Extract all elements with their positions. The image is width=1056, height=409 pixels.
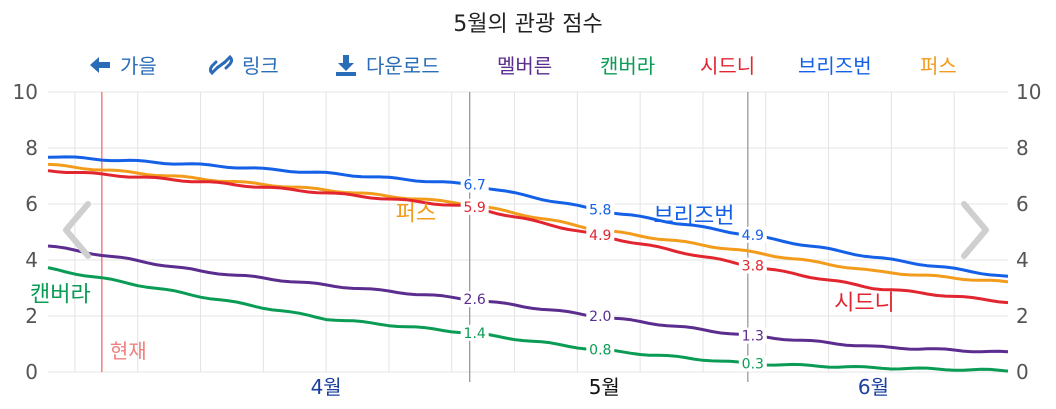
download-icon [336, 54, 356, 76]
legend-melbourne[interactable]: 멜버른 [497, 54, 553, 78]
data-label: 0.8 [589, 343, 611, 359]
inline-label-sydney: 시드니 [834, 291, 895, 316]
data-label-bg [738, 327, 767, 344]
x-month-label: 6월 [858, 375, 889, 399]
inline-label-perth: 퍼스 [396, 201, 436, 226]
prev-button[interactable] [58, 200, 98, 260]
x-month-label: 5월 [589, 375, 620, 399]
data-label-bg [460, 324, 489, 341]
legend-sydney[interactable]: 시드니 [700, 54, 756, 78]
y-tick-label-left: 2 [25, 304, 38, 328]
chart-toolbar: 가을 링크 다운로드 멜버른 캔버라 시드니 브리즈번 퍼스 [0, 50, 1056, 82]
data-label-bg [738, 257, 767, 274]
arrow-left-icon [90, 56, 110, 73]
chart-title: 5월의 관광 점수 [453, 12, 603, 37]
data-label: 1.4 [464, 326, 486, 342]
data-label-bg [586, 226, 615, 243]
y-tick-label-left: 8 [25, 136, 38, 160]
current-date-label: 현재 [110, 339, 147, 363]
data-label-bg [460, 176, 489, 193]
y-tick-label-right: 0 [1016, 360, 1029, 384]
data-label-bg [460, 291, 489, 308]
link-icon [209, 54, 233, 75]
legend-canberra[interactable]: 캔버라 [600, 54, 656, 78]
link-label: 링크 [242, 54, 279, 78]
chevron-right-icon [961, 201, 989, 259]
series-line-perth [47, 162, 1009, 284]
y-tick-label-right: 4 [1016, 248, 1029, 272]
y-tick-label-right: 2 [1016, 304, 1029, 328]
download-button[interactable]: 다운로드 [334, 50, 440, 79]
y-tick-label-left: 4 [25, 248, 38, 272]
data-label-bg [586, 308, 615, 324]
data-label: 1.3 [742, 329, 764, 345]
y-tick-label-left: 6 [25, 192, 38, 216]
legend-brisbane[interactable]: 브리즈번 [798, 54, 872, 78]
data-label: 5.9 [464, 200, 486, 216]
data-label: 4.9 [742, 228, 764, 244]
data-label: 3.8 [742, 259, 764, 275]
data-label-bg [738, 226, 767, 243]
data-label-bg [738, 355, 767, 372]
chevron-left-icon [63, 201, 91, 259]
legend-perth[interactable]: 퍼스 [920, 54, 957, 78]
x-month-label: 4월 [311, 375, 342, 399]
data-label-bg [586, 201, 615, 218]
series-line-brisbane [47, 155, 1009, 278]
y-tick-label-left: 0 [25, 360, 38, 384]
data-label-bg [586, 341, 615, 358]
y-tick-label-right: 8 [1016, 136, 1029, 160]
data-label-bg [460, 198, 489, 215]
y-tick-label-right: 10 [1016, 80, 1041, 104]
series-line-canberra [47, 266, 1009, 373]
series-line-sydney [47, 169, 1009, 305]
back-button[interactable]: 가을 [88, 50, 157, 79]
series-line-melbourne [47, 244, 1009, 354]
inline-label-brisbane: 브리즈번 [653, 204, 734, 229]
y-tick-label-right: 6 [1016, 192, 1029, 216]
data-label: 2.6 [464, 292, 486, 308]
data-label: 4.9 [589, 228, 611, 244]
link-button[interactable]: 링크 [208, 50, 279, 79]
inline-label-canberra: 캔버라 [30, 283, 91, 308]
data-label: 6.7 [464, 177, 486, 193]
y-tick-label-left: 10 [13, 80, 38, 104]
download-label: 다운로드 [366, 54, 440, 78]
back-label: 가을 [120, 54, 157, 78]
data-label: 0.3 [742, 357, 764, 373]
next-button[interactable] [954, 200, 994, 260]
data-label: 5.8 [589, 203, 611, 219]
data-label: 2.0 [589, 309, 611, 325]
